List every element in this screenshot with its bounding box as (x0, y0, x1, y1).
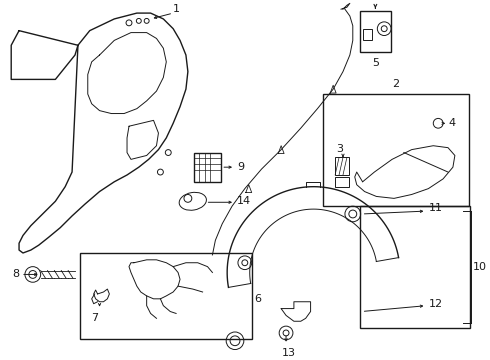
Bar (360, 11, 391, 52)
Text: 1: 1 (172, 4, 180, 14)
Text: 13: 13 (282, 348, 296, 357)
Text: 14: 14 (237, 196, 251, 206)
Text: 3: 3 (337, 144, 343, 154)
Bar (80, 253, 252, 339)
Text: 7: 7 (91, 314, 98, 323)
Text: 9: 9 (237, 162, 244, 172)
Bar (360, 206, 469, 328)
Text: 10: 10 (472, 262, 487, 272)
Text: 4: 4 (448, 118, 455, 128)
Text: 12: 12 (428, 299, 442, 309)
Text: 6: 6 (255, 294, 262, 304)
Text: 5: 5 (372, 58, 379, 68)
Bar (335, 177, 349, 187)
Bar (363, 29, 372, 40)
Text: 2: 2 (392, 79, 399, 89)
Text: 8: 8 (12, 269, 19, 279)
Bar (323, 94, 468, 206)
Bar (194, 153, 221, 182)
Bar (335, 157, 349, 175)
Text: 11: 11 (428, 203, 442, 213)
